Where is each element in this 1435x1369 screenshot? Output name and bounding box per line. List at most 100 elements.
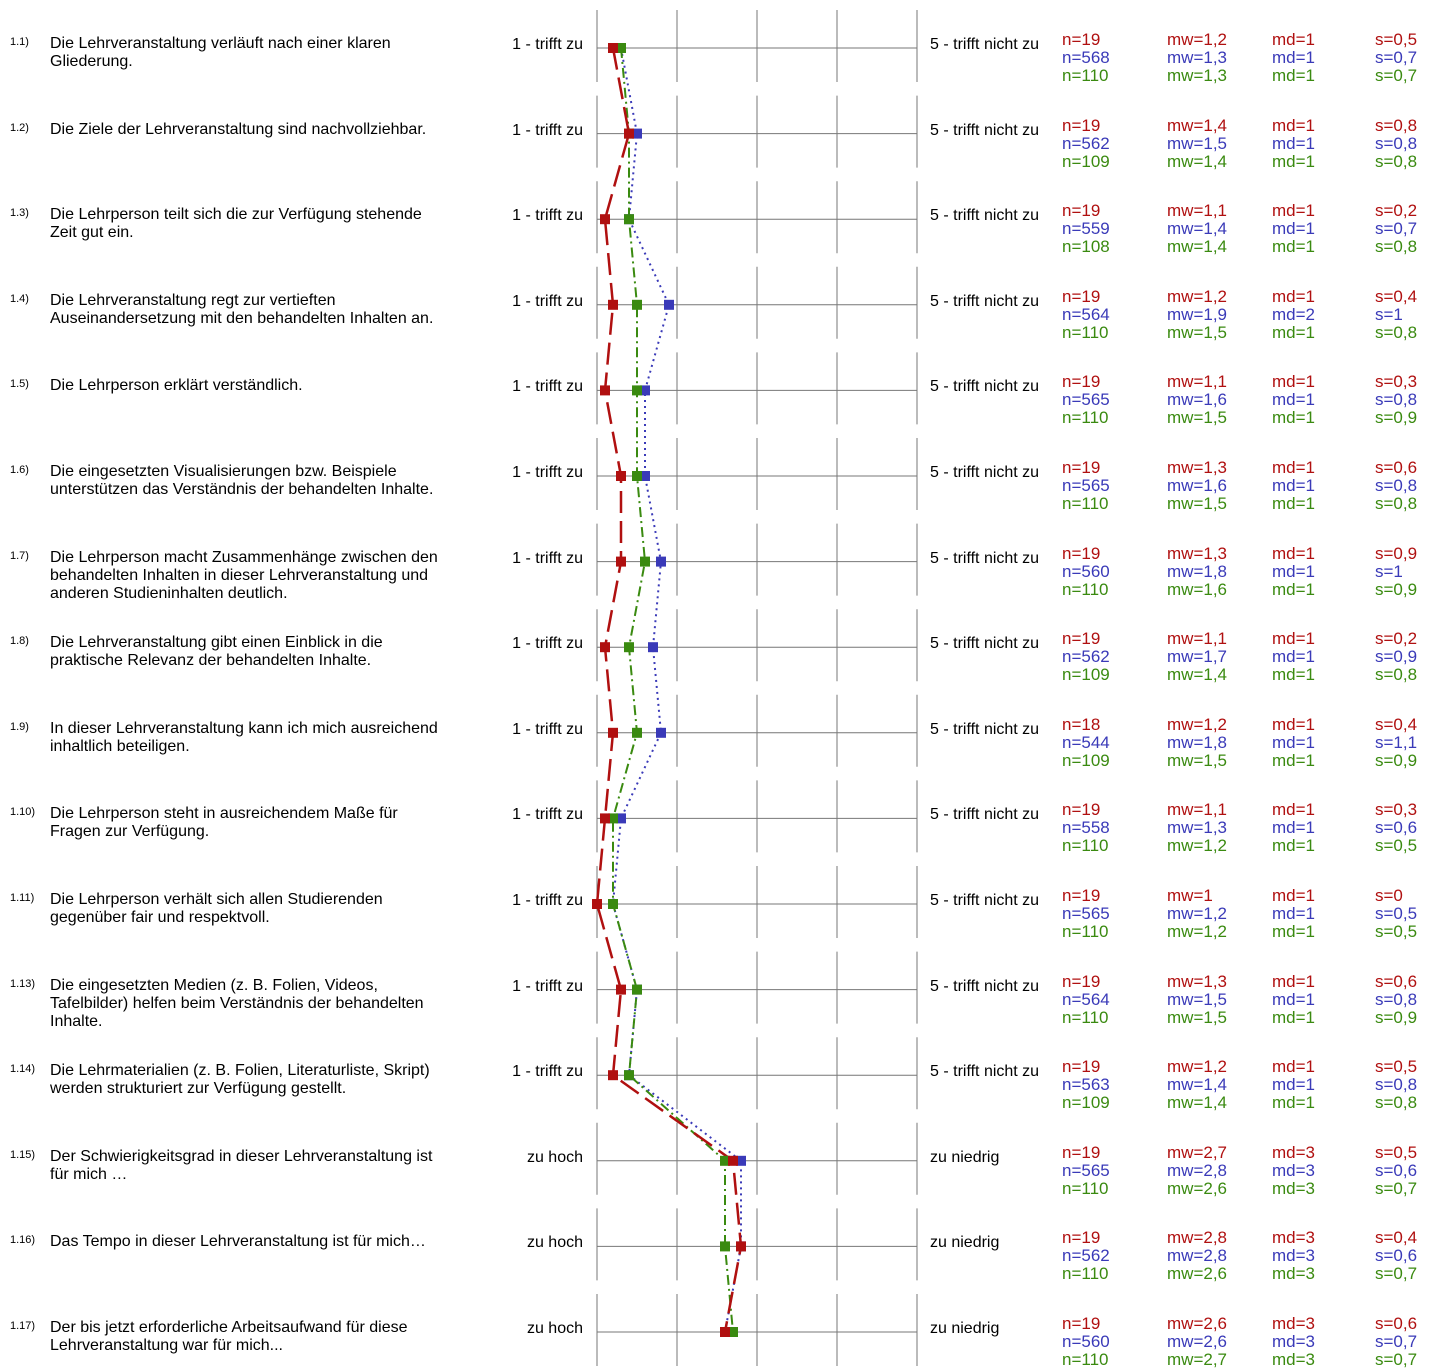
item-number: 1.2) (10, 121, 29, 134)
scale-right-label: 5 - trifft nicht zu (930, 207, 1040, 225)
stat-mw: mw=1,5 (1167, 1007, 1227, 1027)
stat-md: md=3 (1272, 1332, 1315, 1351)
scale-right-label: 5 - trifft nicht zu (930, 1063, 1040, 1081)
scale-right-label: 5 - trifft nicht zu (930, 464, 1040, 481)
stat-mw: mw=1,2 (1167, 1057, 1227, 1077)
item-question: Die Lehrperson erklärt verständlich. (50, 377, 303, 395)
stat-mw: mw=1,2 (1167, 836, 1227, 856)
stat-md: md=3 (1272, 1314, 1315, 1333)
scale-right-label: zu niedrig (930, 1320, 1000, 1337)
stat-mw: mw=1,9 (1167, 304, 1227, 324)
stat-md: md=3 (1272, 1246, 1315, 1266)
stat-n: n=562 (1062, 133, 1110, 153)
stat-s: s=0 (1375, 886, 1403, 905)
stat-md: md=1 (1272, 1093, 1315, 1113)
stat-n: n=109 (1062, 665, 1110, 685)
stat-md: md=1 (1272, 836, 1315, 856)
stat-n: n=560 (1062, 1332, 1110, 1351)
stat-s: s=0,7 (1375, 66, 1418, 85)
item-question: In dieser Lehrveranstaltung kann ich mic… (50, 719, 438, 755)
data-point (632, 385, 642, 396)
stat-mw: mw=1 (1167, 886, 1213, 905)
stat-n: n=19 (1062, 201, 1101, 221)
stat-n: n=568 (1062, 48, 1110, 67)
stat-mw: mw=1,1 (1167, 800, 1227, 820)
data-point (616, 984, 626, 995)
item-number: 1.11) (10, 892, 35, 904)
item-number: 1.6) (10, 464, 29, 476)
stat-s: s=0,8 (1375, 989, 1418, 1009)
scale-left-label: 1 - trifft zu (512, 292, 583, 310)
item-question: Die eingesetzten Medien (z. B. Folien, V… (50, 976, 424, 1030)
stat-mw: mw=1,2 (1167, 904, 1227, 923)
stat-n: n=110 (1062, 66, 1109, 85)
stat-md: md=1 (1272, 494, 1315, 513)
data-point (632, 299, 642, 310)
data-point (632, 984, 642, 995)
stat-mw: mw=2,6 (1167, 1264, 1227, 1284)
stat-mw: mw=2,7 (1167, 1142, 1227, 1162)
stat-md: md=1 (1272, 750, 1315, 770)
stat-s: s=0,6 (1375, 818, 1418, 838)
stat-mw: mw=1,4 (1167, 665, 1227, 685)
stat-mw: mw=1,3 (1167, 458, 1227, 477)
stat-s: s=0,3 (1375, 800, 1418, 820)
scale-left-label: 1 - trifft zu (512, 892, 583, 909)
stat-s: s=0,8 (1375, 476, 1418, 495)
scale-left-label: 1 - trifft zu (512, 378, 583, 396)
stat-n: n=19 (1062, 971, 1101, 991)
series-line-2 (612, 47, 734, 1333)
scale-left-label: zu hoch (526, 1234, 583, 1252)
stat-mw: mw=1,1 (1167, 201, 1227, 221)
stat-s: s=0,8 (1375, 151, 1418, 171)
stat-mw: mw=2,8 (1167, 1228, 1227, 1248)
stat-n: n=565 (1062, 904, 1110, 923)
scale-left-label: 1 - trifft zu (512, 806, 583, 824)
item-question: Der Schwierigkeitsgrad in dieser Lehrver… (50, 1147, 433, 1183)
stat-n: n=19 (1062, 1142, 1101, 1162)
stat-md: md=1 (1272, 201, 1315, 221)
scale-right-label: 5 - trifft nicht zu (930, 292, 1040, 310)
stat-s: s=0,9 (1375, 543, 1418, 563)
stat-mw: mw=1,8 (1167, 732, 1227, 752)
data-point (600, 385, 610, 396)
stat-n: n=110 (1062, 1350, 1109, 1369)
stat-s: s=0,9 (1375, 408, 1418, 428)
scale-left-label: 1 - trifft zu (512, 1063, 583, 1081)
stat-s: s=0,8 (1375, 494, 1418, 513)
stat-md: md=1 (1272, 30, 1315, 49)
item-number: 1.14) (10, 1063, 36, 1076)
stat-s: s=0,6 (1375, 1246, 1418, 1266)
stat-md: md=3 (1272, 1160, 1315, 1180)
stat-n: n=109 (1062, 151, 1110, 171)
scale-left-label: 1 - trifft zu (512, 464, 583, 481)
item-number: 1.16) (10, 1234, 36, 1247)
stat-md: md=1 (1272, 904, 1315, 923)
data-point (608, 299, 618, 310)
stat-md: md=1 (1272, 665, 1315, 685)
item-question: Die Ziele der Lehrveranstaltung sind nac… (50, 120, 427, 138)
stat-n: n=563 (1062, 1075, 1110, 1095)
stat-md: md=1 (1272, 476, 1315, 495)
item-number: 1.7) (10, 549, 29, 562)
stat-n: n=19 (1062, 1228, 1101, 1248)
stat-md: md=1 (1272, 1057, 1315, 1077)
item-number: 1.5) (10, 378, 29, 391)
stat-n: n=558 (1062, 818, 1110, 838)
stat-n: n=564 (1062, 304, 1110, 324)
stat-mw: mw=1,2 (1167, 30, 1227, 49)
scale-left-label: 1 - trifft zu (512, 121, 583, 139)
stat-mw: mw=2,6 (1167, 1332, 1227, 1351)
stat-n: n=19 (1062, 30, 1101, 49)
stat-md: md=1 (1272, 647, 1315, 667)
stat-md: md=3 (1272, 1350, 1315, 1369)
stat-mw: mw=2,8 (1167, 1160, 1227, 1180)
data-point (720, 1241, 730, 1252)
stat-s: s=0,6 (1375, 1314, 1418, 1333)
stat-n: n=110 (1062, 922, 1109, 941)
stat-n: n=565 (1062, 1160, 1110, 1180)
stat-s: s=0,7 (1375, 219, 1418, 239)
stat-mw: mw=1,5 (1167, 750, 1227, 770)
stat-mw: mw=1,1 (1167, 629, 1227, 649)
stat-md: md=1 (1272, 543, 1315, 563)
